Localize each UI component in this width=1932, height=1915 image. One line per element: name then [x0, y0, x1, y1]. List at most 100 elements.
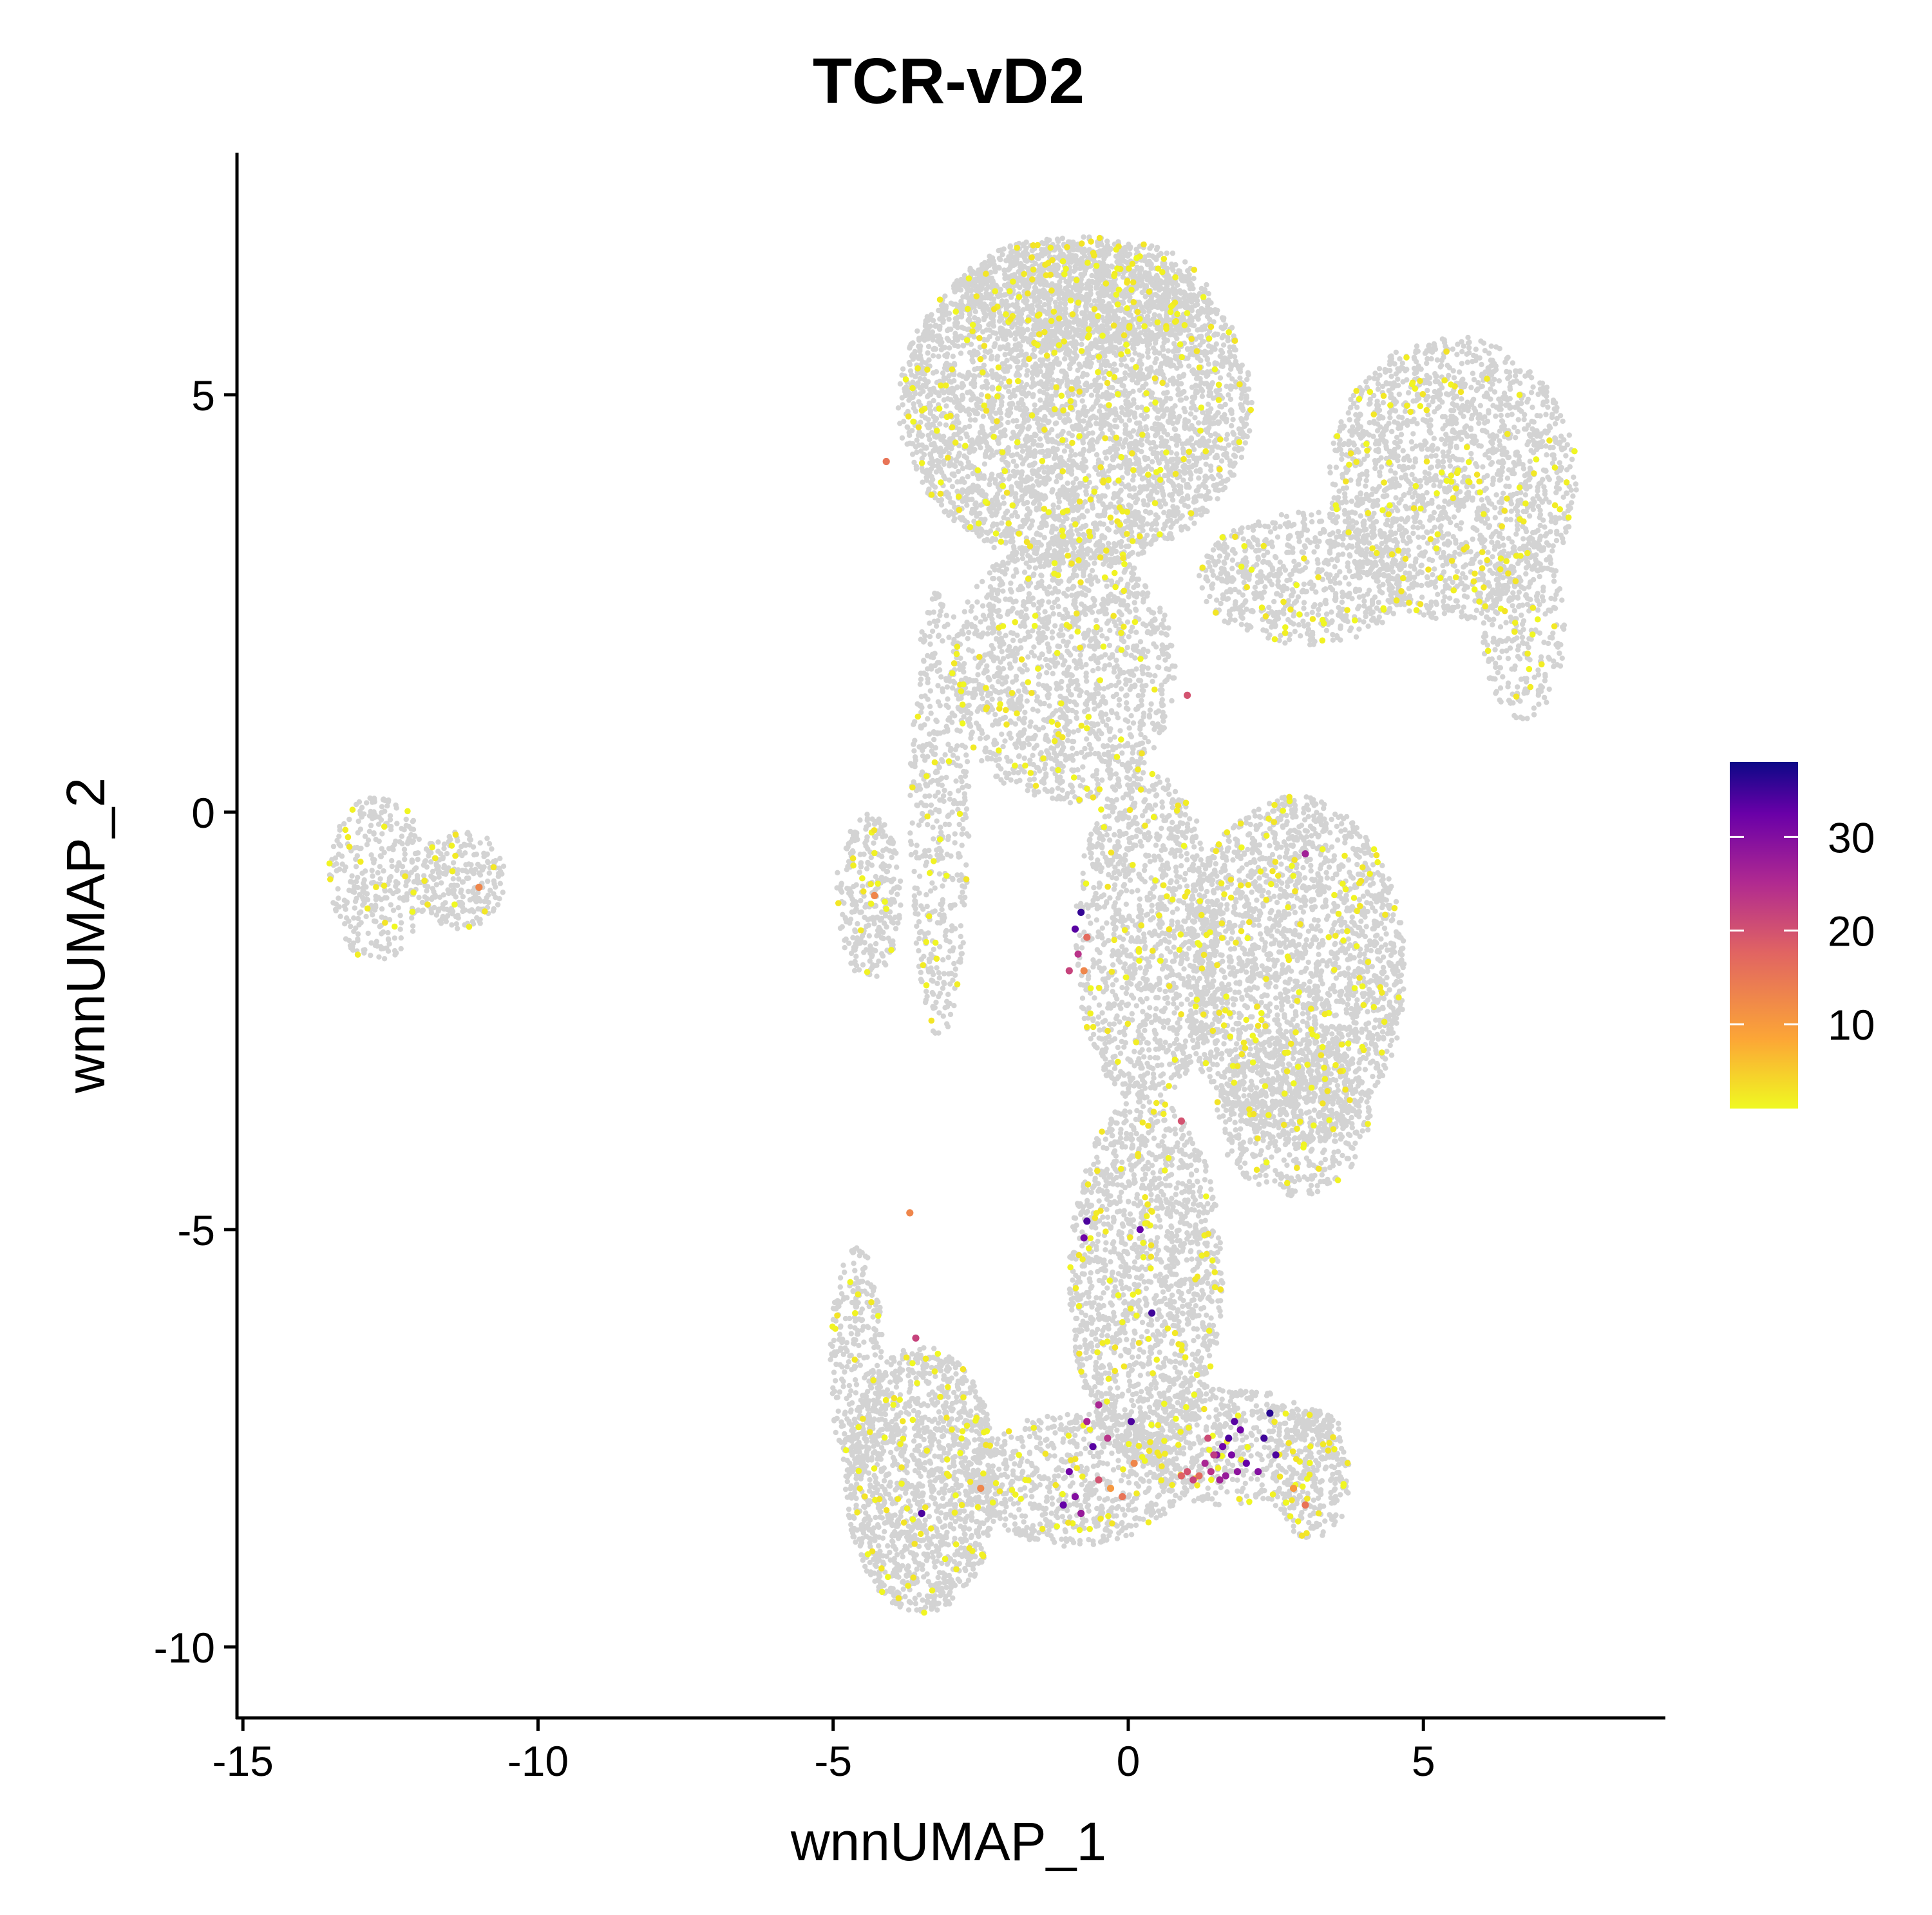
cell-point: [955, 453, 961, 459]
cell-point: [1135, 376, 1142, 381]
cell-point: [1005, 445, 1011, 451]
cell-point: [1134, 496, 1141, 502]
cell-point: [965, 486, 972, 492]
cell-point: [1231, 347, 1238, 353]
cell-point: [945, 396, 951, 402]
cell-point: [910, 340, 916, 346]
cell-point: [1052, 359, 1057, 365]
cell-point: [1146, 510, 1152, 516]
cell-point: [1208, 391, 1214, 397]
cell-point: [940, 317, 946, 323]
cell-point: [1119, 377, 1124, 383]
cell-point: [1048, 464, 1055, 471]
cell-point: [933, 469, 940, 475]
cell-point: [907, 432, 913, 438]
cell-point: [1056, 327, 1061, 334]
cell-point: [1146, 309, 1152, 314]
cell-point: [958, 350, 964, 356]
cell-point: [1147, 497, 1153, 503]
cell-point: [1119, 538, 1124, 545]
cell-point: [1037, 299, 1043, 305]
cell-point: [931, 397, 936, 404]
cell-point: [1044, 392, 1050, 397]
cell-point: [1228, 407, 1234, 413]
cell-point: [1087, 423, 1094, 428]
cell-point: [954, 385, 960, 391]
cell-point: [1024, 372, 1030, 378]
cell-point: [899, 395, 905, 401]
cell-point: [1018, 348, 1024, 354]
cell-point: [1009, 531, 1014, 537]
cell-point: [969, 509, 975, 515]
cell-point: [1182, 292, 1189, 298]
cell-point: [1066, 362, 1073, 368]
cell-point: [1154, 293, 1160, 299]
cell-point: [1242, 440, 1249, 446]
cell-point: [1016, 352, 1022, 359]
cell-point: [1004, 526, 1010, 532]
cell-point: [1018, 428, 1024, 435]
cell-point: [1227, 396, 1234, 403]
cell-point: [1085, 294, 1092, 300]
cell-point: [939, 339, 945, 345]
cell-point: [1142, 457, 1148, 462]
cell-point: [935, 390, 941, 396]
cell-point: [1058, 321, 1064, 327]
cell-point: [1153, 512, 1159, 518]
cell-point: [1060, 484, 1066, 490]
cell-point: [1150, 521, 1156, 527]
cell-point: [1094, 452, 1100, 458]
cell-point: [1105, 540, 1112, 546]
cell-point: [1200, 505, 1206, 511]
cell-point: [1010, 459, 1017, 464]
cell-point: [925, 379, 931, 385]
cell-point: [1026, 424, 1032, 430]
cell-point: [941, 345, 947, 351]
cell-point: [1182, 417, 1188, 423]
cell-point: [998, 533, 1004, 538]
cell-point: [1144, 334, 1151, 339]
cell-point: [1219, 335, 1225, 341]
cell-point: [1037, 501, 1043, 507]
cell-point: [1155, 415, 1162, 421]
cell-point: [1037, 397, 1043, 403]
cell-point: [1014, 347, 1019, 352]
cell-point: [1177, 397, 1183, 403]
cell-point: [1012, 473, 1018, 479]
cell-point: [1009, 484, 1014, 490]
cell-point: [927, 452, 934, 459]
cell-point: [1046, 448, 1052, 454]
cell-point: [954, 413, 960, 419]
cell-point: [1218, 325, 1224, 330]
cell-point: [927, 410, 933, 416]
cell-point: [908, 395, 914, 401]
cell-point: [987, 477, 993, 482]
cell-point: [1144, 483, 1151, 489]
cell-point: [976, 286, 982, 292]
cell-point: [943, 441, 949, 447]
cell-point: [1005, 368, 1010, 374]
cell-point: [1068, 468, 1075, 473]
cell-point: [1001, 454, 1007, 460]
cell-point: [1053, 439, 1059, 445]
cell-point: [1053, 514, 1059, 520]
cell-point: [1034, 531, 1039, 537]
cell-point: [989, 452, 994, 458]
cell-point: [1242, 399, 1249, 405]
cell-point: [1193, 511, 1199, 517]
cell-point: [1081, 531, 1086, 538]
cell-point: [981, 461, 988, 467]
cell-point: [1045, 377, 1051, 383]
cell-point: [1040, 514, 1046, 520]
cell-point: [1225, 477, 1231, 482]
cell-point: [1001, 267, 1007, 273]
cell-point: [1107, 423, 1113, 428]
cell-point: [1177, 515, 1183, 521]
cell-point: [974, 513, 980, 519]
cell-point: [1043, 433, 1049, 440]
cell-point: [1133, 420, 1140, 426]
cell-point: [1126, 412, 1132, 418]
cell-point: [925, 343, 932, 350]
cell-point: [1208, 467, 1214, 473]
cell-point: [1175, 392, 1181, 397]
